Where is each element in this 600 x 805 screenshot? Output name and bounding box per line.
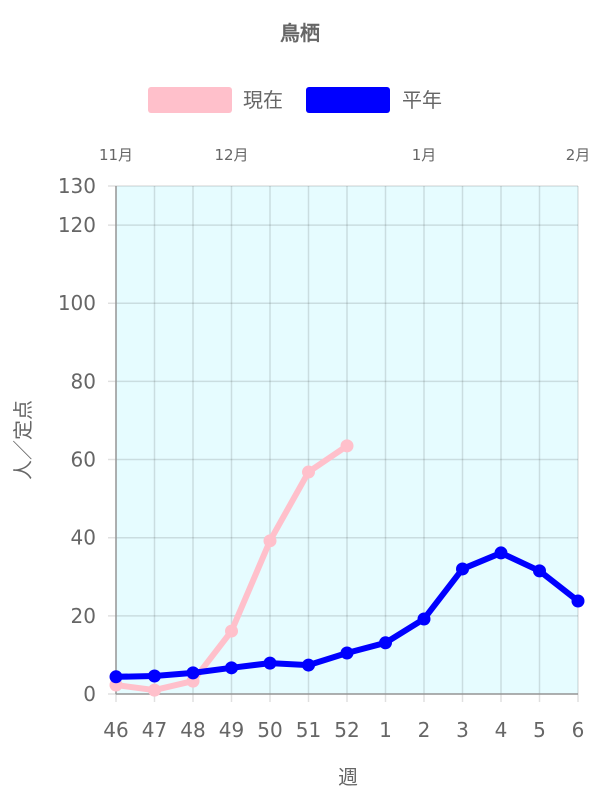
x-tick-label: 4 xyxy=(495,718,508,742)
y-tick-label: 80 xyxy=(71,369,96,393)
data-point xyxy=(340,439,354,453)
legend-swatch-0 xyxy=(148,87,232,113)
x-tick-label: 50 xyxy=(257,718,282,742)
y-tick-label: 20 xyxy=(71,604,96,628)
y-tick-label: 40 xyxy=(71,526,96,550)
x-tick-label: 46 xyxy=(103,718,128,742)
month-label: 1月 xyxy=(412,146,437,164)
data-point xyxy=(456,562,469,576)
x-tick-label: 1 xyxy=(379,718,392,742)
data-point xyxy=(417,612,431,626)
month-label: 11月 xyxy=(99,146,133,164)
month-label: 2月 xyxy=(566,146,591,164)
x-tick-label: 5 xyxy=(533,718,546,742)
x-tick-label: 47 xyxy=(142,718,167,742)
y-tick-label: 60 xyxy=(71,448,96,472)
chart-title: 鳥栖 xyxy=(280,21,320,45)
legend-label: 平年 xyxy=(402,88,442,112)
data-point xyxy=(494,546,508,560)
data-point xyxy=(302,465,315,479)
x-tick-label: 52 xyxy=(334,718,359,742)
data-point xyxy=(225,624,238,638)
x-tick-label: 48 xyxy=(180,718,205,742)
y-tick-label: 130 xyxy=(58,174,96,198)
y-tick-label: 120 xyxy=(58,213,96,237)
y-axis-title: 人／定点 xyxy=(11,400,35,480)
x-tick-label: 6 xyxy=(572,718,585,742)
data-point xyxy=(302,658,315,672)
month-label: 12月 xyxy=(214,146,248,164)
x-tick-label: 49 xyxy=(219,718,244,742)
data-point xyxy=(263,534,277,548)
data-point xyxy=(340,646,354,660)
data-point xyxy=(186,666,200,680)
data-point xyxy=(109,670,123,684)
legend-label: 現在 xyxy=(243,88,283,112)
data-point xyxy=(533,564,546,578)
x-axis-title: 週 xyxy=(338,765,358,789)
data-point xyxy=(379,636,392,650)
x-tick-label: 51 xyxy=(296,718,321,742)
y-tick-label: 0 xyxy=(83,682,96,706)
data-point xyxy=(148,683,161,697)
data-point xyxy=(148,669,161,683)
data-point xyxy=(571,594,585,608)
data-point xyxy=(225,661,238,675)
data-point xyxy=(263,656,277,670)
x-tick-label: 3 xyxy=(456,718,469,742)
y-tick-label: 100 xyxy=(58,291,96,315)
legend-swatch-1 xyxy=(306,87,390,113)
x-tick-label: 2 xyxy=(418,718,431,742)
